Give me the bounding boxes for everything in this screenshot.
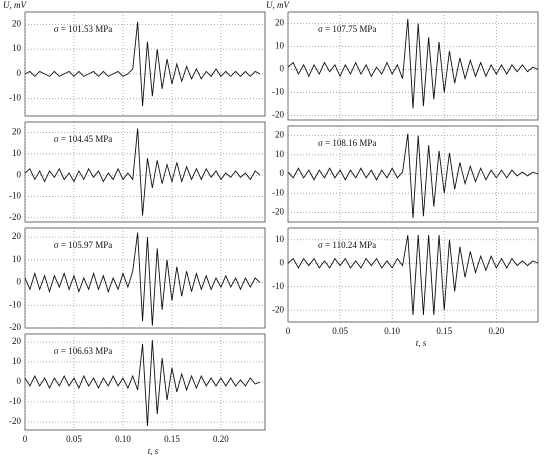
x-axis-label: t, s [416,338,427,348]
y-tick-label: 20 [12,18,22,28]
signal-line [24,339,261,427]
y-tick-label: 0 [17,169,22,179]
y-tick-label: -10 [272,86,284,96]
x-tick-label: 0.10 [115,434,131,444]
y-tick-label: -10 [9,93,21,103]
y-tick-label: 0 [280,168,285,178]
annotation: σ = 110.24 MPa [318,240,376,250]
y-tick-label: 0 [17,277,22,287]
y-tick-label: 20 [12,231,22,241]
y-axis-label: U, mV [3,0,27,10]
x-tick-label: 0.15 [164,434,180,444]
y-tick-label: 10 [275,41,285,51]
x-tick-label: 0.05 [66,434,82,444]
y-tick-label: 20 [275,18,285,28]
y-tick-label: 10 [12,356,22,366]
signal-line [24,232,261,326]
y-tick-label: 0 [17,376,22,386]
y-tick-label: 10 [275,234,285,244]
x-tick-label: 0.20 [488,326,504,336]
y-tick-label: -20 [9,322,21,332]
plot-frame [24,121,266,223]
y-tick-label: 0 [280,64,285,74]
y-tick-label: -10 [9,191,21,201]
y-tick-label: -20 [272,304,284,314]
x-tick-label: 0.10 [384,326,400,336]
signal-line [287,18,539,109]
x-tick-label: 0.20 [213,434,229,444]
annotation: σ = 105.97 MPa [54,240,112,250]
y-tick-label: -20 [9,212,21,222]
y-tick-label: -10 [9,396,21,406]
y-tick-label: 0 [17,68,22,78]
y-tick-label: 10 [12,43,22,53]
x-axis-label: t, s [148,446,159,456]
y-tick-label: -10 [272,281,284,291]
y-tick-label: -20 [9,416,21,426]
y-tick-label: 20 [12,127,22,137]
y-tick-label: -20 [272,206,284,216]
annotation: σ = 101.53 MPa [54,24,112,34]
y-tick-label: 0 [280,257,285,267]
signal-line [287,133,539,219]
x-tick-label: 0.15 [436,326,452,336]
signal-line [24,128,261,216]
annotation: σ = 107.75 MPa [318,24,376,34]
y-tick-label: 10 [12,148,22,158]
y-tick-label: 10 [275,149,285,159]
y-tick-label: 20 [12,336,22,346]
signal-line [287,234,539,315]
x-tick-label: 0.05 [332,326,348,336]
y-tick-label: -10 [9,299,21,309]
y-tick-label: -20 [272,109,284,119]
annotation: σ = 106.63 MPa [54,346,112,356]
annotation: σ = 104.45 MPa [54,134,112,144]
y-tick-label: 10 [12,254,22,264]
signal-line [24,21,261,107]
y-tick-label: 20 [275,130,285,140]
annotation: σ = 108.16 MPa [318,138,376,148]
y-tick-label: -10 [272,187,284,197]
y-axis-label: U, mV [266,0,290,10]
x-tick-label: 0 [286,326,291,336]
x-tick-label: 0 [23,434,28,444]
